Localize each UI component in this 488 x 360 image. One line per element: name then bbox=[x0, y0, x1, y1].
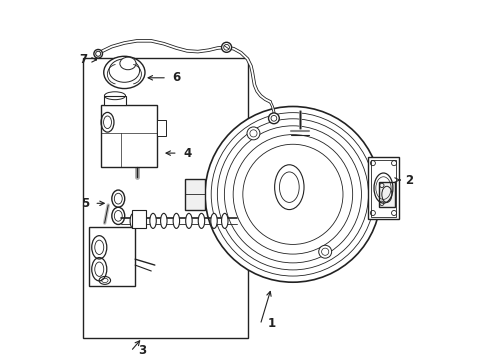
Circle shape bbox=[268, 113, 279, 124]
Ellipse shape bbox=[103, 56, 144, 89]
Text: 6: 6 bbox=[172, 71, 180, 84]
Circle shape bbox=[221, 42, 231, 52]
Ellipse shape bbox=[185, 213, 192, 228]
Text: 3: 3 bbox=[138, 344, 146, 357]
Bar bbox=[185, 179, 204, 210]
Ellipse shape bbox=[120, 57, 136, 70]
Circle shape bbox=[318, 245, 331, 258]
Ellipse shape bbox=[274, 165, 304, 210]
Circle shape bbox=[204, 107, 380, 282]
Text: 2: 2 bbox=[405, 174, 413, 186]
Text: 7: 7 bbox=[79, 53, 87, 66]
Bar bbox=[88, 226, 135, 286]
Bar bbox=[378, 182, 394, 207]
Ellipse shape bbox=[173, 213, 179, 228]
Text: 5: 5 bbox=[81, 197, 89, 210]
Bar bbox=[131, 211, 145, 228]
Ellipse shape bbox=[210, 213, 217, 228]
Ellipse shape bbox=[221, 213, 227, 228]
Bar bbox=[156, 120, 165, 136]
Bar bbox=[367, 157, 398, 220]
Ellipse shape bbox=[130, 213, 136, 228]
Bar bbox=[103, 96, 126, 105]
Ellipse shape bbox=[198, 213, 204, 228]
Text: 4: 4 bbox=[183, 147, 191, 159]
Circle shape bbox=[246, 127, 260, 140]
Text: 1: 1 bbox=[267, 317, 275, 330]
Bar bbox=[101, 105, 156, 167]
Ellipse shape bbox=[149, 213, 156, 228]
Bar bbox=[83, 58, 247, 338]
Ellipse shape bbox=[139, 213, 145, 228]
Bar bbox=[370, 159, 395, 217]
Ellipse shape bbox=[160, 213, 167, 228]
Circle shape bbox=[94, 49, 102, 58]
